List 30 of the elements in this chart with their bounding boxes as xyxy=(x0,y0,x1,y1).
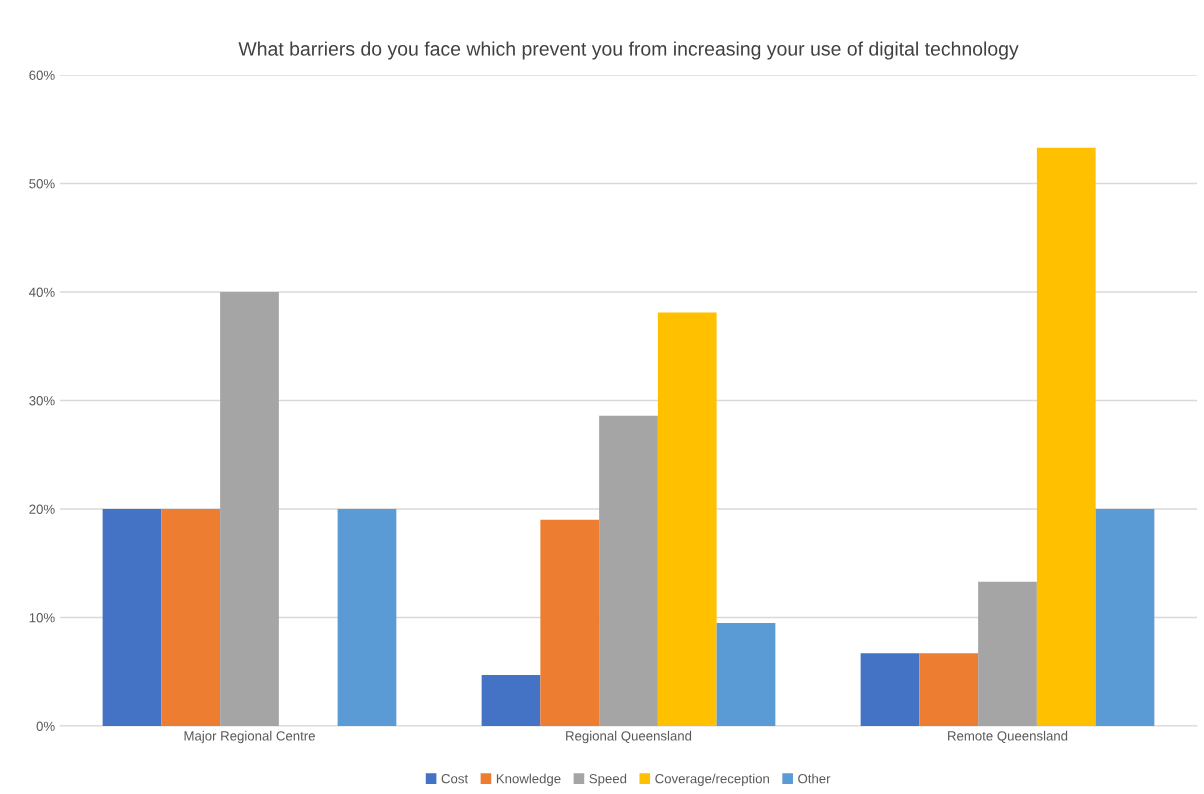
y-tick-label: 60% xyxy=(29,70,55,80)
bar xyxy=(657,312,717,726)
x-tick-label: Regional Queensland xyxy=(566,730,692,744)
chart-title: What barriers do you face which prevent you from increasing your use of digital technology xyxy=(238,41,1019,60)
legend-label: Knowledge xyxy=(496,773,561,786)
bar xyxy=(161,509,221,726)
bar xyxy=(860,653,920,726)
y-tick-label: 10% xyxy=(29,613,55,623)
y-tick-label: 20% xyxy=(29,504,55,514)
y-tick-label: 40% xyxy=(29,287,55,297)
bar xyxy=(102,509,162,726)
bar xyxy=(337,509,397,726)
bar xyxy=(599,415,658,726)
bar xyxy=(1095,509,1155,726)
legend-label: Cost xyxy=(441,774,469,784)
bar xyxy=(481,675,541,726)
bar xyxy=(716,622,776,726)
bar xyxy=(919,653,979,726)
y-tick-label: 30% xyxy=(29,396,55,406)
bar xyxy=(220,292,279,726)
legend-label: Coverage/reception xyxy=(655,773,769,786)
y-tick-label: 0% xyxy=(36,721,55,731)
x-tick-label: Remote Queensland xyxy=(948,730,1068,743)
y-tick-label: 50% xyxy=(29,179,55,189)
legend-label: Other xyxy=(798,773,831,784)
bar xyxy=(1036,147,1096,726)
bar xyxy=(978,581,1037,726)
x-tick-label: Major Regional Centre xyxy=(184,730,315,744)
legend-label: Speed xyxy=(589,773,627,786)
bar xyxy=(540,519,600,726)
